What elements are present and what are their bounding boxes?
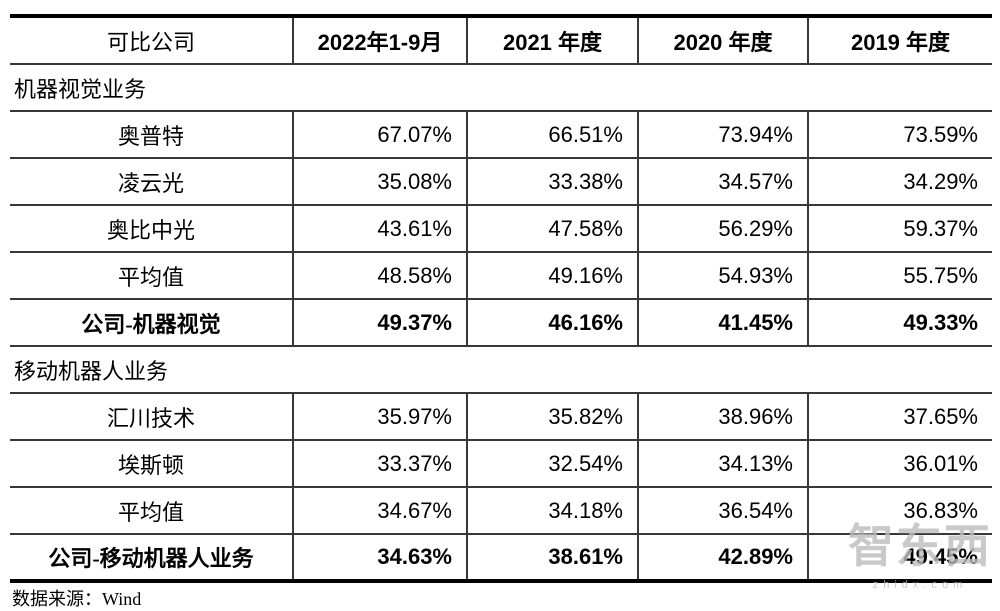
column-header-2022-1-9: 2022年1-9月 xyxy=(292,16,467,64)
column-header-2021: 2021 年度 xyxy=(466,16,638,64)
value-cell: 47.58% xyxy=(466,204,638,252)
value-cell: 34.13% xyxy=(637,439,808,487)
value-cell: 38.61% xyxy=(466,533,638,581)
company-name-cell: 公司-机器视觉 xyxy=(10,298,293,346)
value-cell: 41.45% xyxy=(637,298,808,346)
value-cell: 73.59% xyxy=(807,110,992,158)
column-header-company: 可比公司 xyxy=(106,29,195,55)
value-cell: 37.65% xyxy=(807,392,992,440)
value-cell: 34.57% xyxy=(637,157,808,205)
section-header-row: 机器视觉业务 xyxy=(10,63,992,111)
table-row: 公司-移动机器人业务 34.63% 38.61% 42.89% 49.45% xyxy=(10,533,992,581)
company-name-cell: 平均值 xyxy=(10,251,293,299)
company-name-cell: 凌云光 xyxy=(10,157,293,205)
company-name-cell: 埃斯顿 xyxy=(10,439,293,487)
value-cell: 55.75% xyxy=(807,251,992,299)
value-cell: 34.18% xyxy=(466,486,638,534)
table-row: 凌云光 35.08% 33.38% 34.57% 34.29% xyxy=(10,157,992,205)
value-cell: 34.29% xyxy=(807,157,992,205)
value-cell: 32.54% xyxy=(466,439,638,487)
value-cell: 49.45% xyxy=(807,533,992,581)
section-title: 机器视觉业务 xyxy=(10,63,992,111)
gross-margin-comparison-table: 可比公司 2022年1-9月 2021 年度 2020 年度 2019 年度 机… xyxy=(10,14,992,583)
value-cell: 35.08% xyxy=(292,157,467,205)
comparison-table-container: 可比公司 2022年1-9月 2021 年度 2020 年度 2019 年度 机… xyxy=(10,14,992,583)
value-cell: 66.51% xyxy=(466,110,638,158)
value-cell: 33.37% xyxy=(292,439,467,487)
value-cell: 34.67% xyxy=(292,486,467,534)
value-cell: 67.07% xyxy=(292,110,467,158)
value-cell: 36.01% xyxy=(807,439,992,487)
value-cell: 43.61% xyxy=(292,204,467,252)
table-row: 奥普特 67.07% 66.51% 73.94% 73.59% xyxy=(10,110,992,158)
company-name-cell: 奥比中光 xyxy=(10,204,293,252)
value-cell: 73.94% xyxy=(637,110,808,158)
value-cell: 54.93% xyxy=(637,251,808,299)
data-source-note: 数据来源：Wind xyxy=(12,589,142,609)
section-header-row: 移动机器人业务 xyxy=(10,345,992,393)
value-cell: 36.54% xyxy=(637,486,808,534)
company-name-cell: 汇川技术 xyxy=(10,392,293,440)
value-cell: 36.83% xyxy=(807,486,992,534)
column-header-2020: 2020 年度 xyxy=(637,16,808,64)
value-cell: 59.37% xyxy=(807,204,992,252)
value-cell: 35.97% xyxy=(292,392,467,440)
value-cell: 42.89% xyxy=(637,533,808,581)
value-cell: 49.16% xyxy=(466,251,638,299)
column-header-2019: 2019 年度 xyxy=(807,16,992,64)
table-row: 平均值 48.58% 49.16% 54.93% 55.75% xyxy=(10,251,992,299)
table-row: 公司-机器视觉 49.37% 46.16% 41.45% 49.33% xyxy=(10,298,992,346)
value-cell: 35.82% xyxy=(466,392,638,440)
value-cell: 34.63% xyxy=(292,533,467,581)
company-name-cell: 平均值 xyxy=(10,486,293,534)
table-body: 机器视觉业务 奥普特 67.07% 66.51% 73.94% 73.59% 凌云光 35.0… xyxy=(10,63,992,581)
company-name-cell: 奥普特 xyxy=(10,110,293,158)
table-row: 汇川技术 35.97% 35.82% 38.96% 37.65% xyxy=(10,392,992,440)
company-name-cell: 公司-移动机器人业务 xyxy=(10,533,293,581)
section-title: 移动机器人业务 xyxy=(10,345,992,393)
value-cell: 48.58% xyxy=(292,251,467,299)
value-cell: 49.33% xyxy=(807,298,992,346)
value-cell: 38.96% xyxy=(637,392,808,440)
value-cell: 49.37% xyxy=(292,298,467,346)
value-cell: 46.16% xyxy=(466,298,638,346)
table-row: 埃斯顿 33.37% 32.54% 34.13% 36.01% xyxy=(10,439,992,487)
value-cell: 56.29% xyxy=(637,204,808,252)
table-row: 平均值 34.67% 34.18% 36.54% 36.83% xyxy=(10,486,992,534)
table-row: 奥比中光 43.61% 47.58% 56.29% 59.37% xyxy=(10,204,992,252)
value-cell: 33.38% xyxy=(466,157,638,205)
table-header-row: 可比公司 2022年1-9月 2021 年度 2020 年度 2019 年度 xyxy=(10,16,992,64)
